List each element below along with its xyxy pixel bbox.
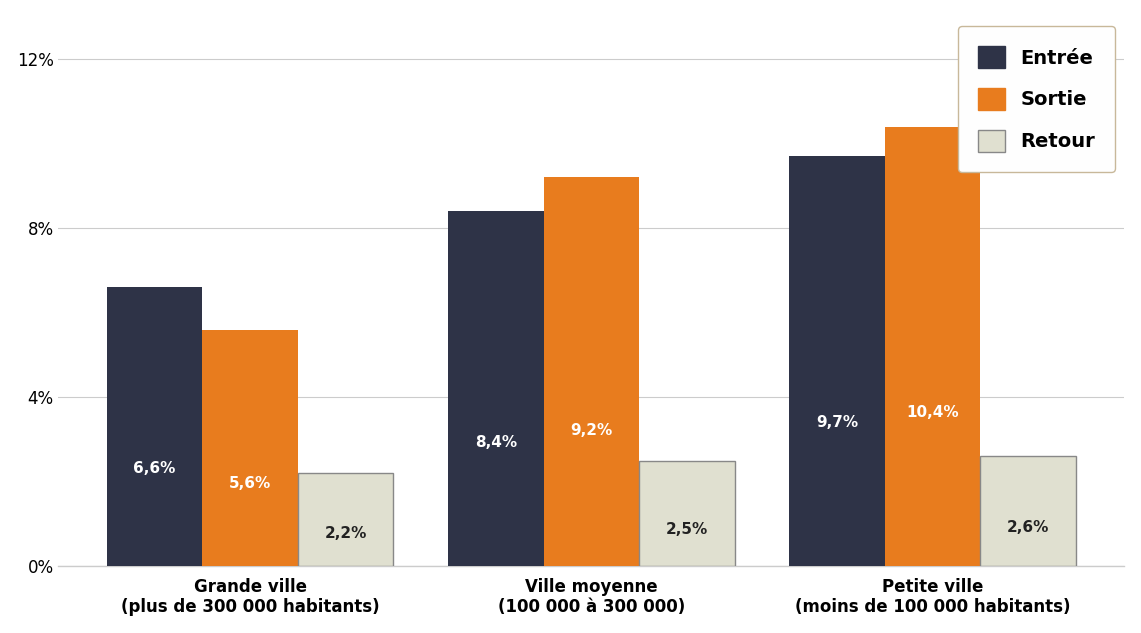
Text: 2,6%: 2,6% <box>1006 520 1050 536</box>
Bar <box>107 287 202 567</box>
Bar <box>448 211 543 567</box>
Bar <box>298 473 394 567</box>
Legend: Entrée, Sortie, Retour: Entrée, Sortie, Retour <box>958 27 1115 172</box>
Text: 5,6%: 5,6% <box>229 476 272 491</box>
Text: 9,2%: 9,2% <box>570 423 613 438</box>
Bar <box>980 456 1076 567</box>
Text: 2,5%: 2,5% <box>666 522 709 537</box>
Bar <box>202 330 298 567</box>
Text: 10,4%: 10,4% <box>906 405 958 420</box>
Text: 2,2%: 2,2% <box>324 527 367 541</box>
Text: 9,7%: 9,7% <box>816 415 858 430</box>
Bar <box>543 177 639 567</box>
Bar <box>790 156 884 567</box>
Bar <box>639 461 735 567</box>
Text: 6,6%: 6,6% <box>133 461 176 476</box>
Text: 8,4%: 8,4% <box>475 435 517 449</box>
Bar <box>884 127 980 567</box>
